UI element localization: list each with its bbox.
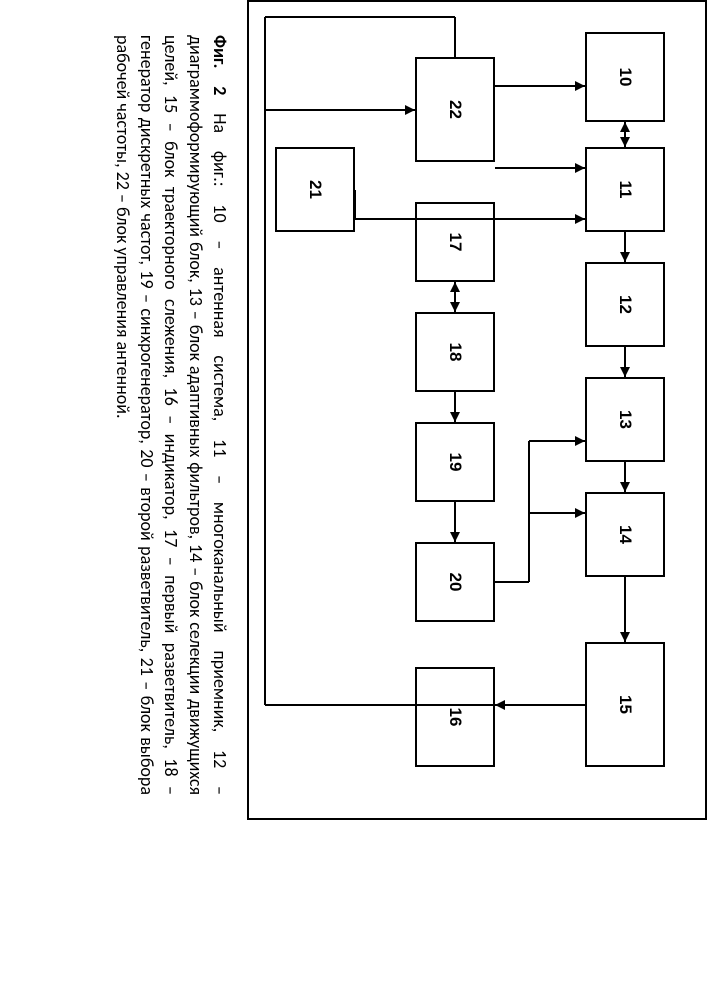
- arrowhead-icon: [575, 163, 585, 173]
- arrowhead-icon: [575, 214, 585, 224]
- arrowhead-icon: [620, 632, 630, 642]
- arrowhead-icon: [620, 367, 630, 377]
- block-18: 18: [415, 312, 495, 392]
- page: 10 11 12 13 14 15 22 17 18 19 20 16 21 Фиг. 2 На фиг…: [0, 0, 707, 1000]
- connector-line: [265, 109, 415, 111]
- arrowhead-icon: [405, 105, 415, 115]
- arrowhead-icon: [450, 532, 460, 542]
- arrowhead-icon: [450, 302, 460, 312]
- block-21: 21: [275, 147, 355, 232]
- arrowhead-icon: [575, 508, 585, 518]
- connector-line: [355, 218, 585, 220]
- block-16: 16: [415, 667, 495, 767]
- arrowhead-icon: [620, 482, 630, 492]
- block-14: 14: [585, 492, 665, 577]
- block-17: 17: [415, 202, 495, 282]
- rotated-stage: 10 11 12 13 14 15 22 17 18 19 20 16 21 Фиг. 2 На фиг…: [77, 0, 707, 820]
- arrowhead-icon: [575, 81, 585, 91]
- connector-line: [528, 441, 530, 582]
- connector-line: [264, 110, 266, 705]
- connector-line: [354, 190, 356, 220]
- connector-line: [495, 85, 585, 87]
- connector-line: [265, 16, 455, 18]
- block-20: 20: [415, 542, 495, 622]
- block-15: 15: [585, 642, 665, 767]
- arrowhead-icon: [575, 436, 585, 446]
- block-10: 10: [585, 32, 665, 122]
- block-19: 19: [415, 422, 495, 502]
- arrowhead-icon: [450, 282, 460, 292]
- block-13: 13: [585, 377, 665, 462]
- connector-line: [495, 581, 529, 583]
- arrowhead-icon: [620, 137, 630, 147]
- connector-line: [495, 167, 585, 169]
- arrowhead-icon: [620, 122, 630, 132]
- block-12: 12: [585, 262, 665, 347]
- block-11: 11: [585, 147, 665, 232]
- arrowhead-icon: [620, 252, 630, 262]
- block-22: 22: [415, 57, 495, 162]
- figure-caption: Фиг. 2 На фиг.: 10 – антенная система, 1…: [111, 35, 232, 795]
- block-diagram: 10 11 12 13 14 15 22 17 18 19 20 16 21: [247, 0, 707, 820]
- connector-line: [454, 17, 456, 57]
- caption-prefix: Фиг. 2: [209, 35, 231, 95]
- arrowhead-icon: [450, 412, 460, 422]
- connector-line: [265, 704, 585, 706]
